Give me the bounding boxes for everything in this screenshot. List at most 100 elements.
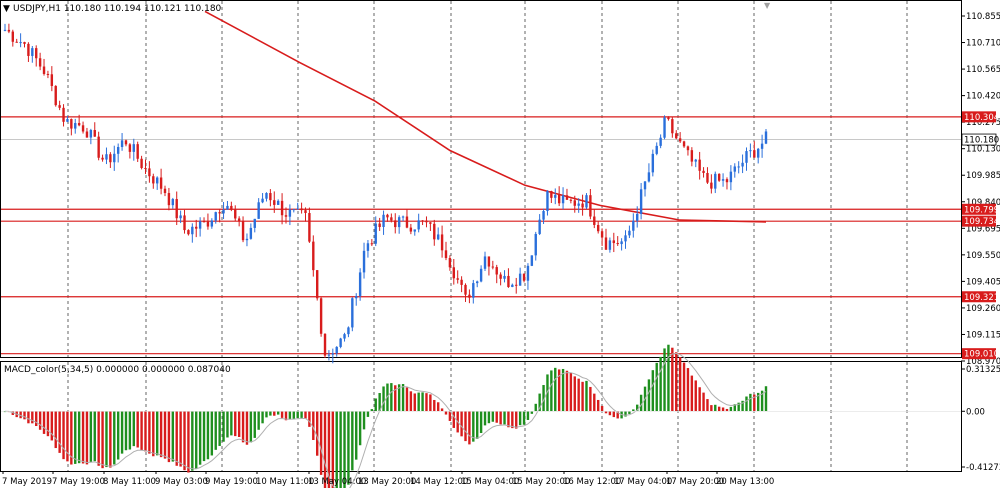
candle-body [612,240,615,244]
candle-body [491,266,495,268]
candle-body [323,333,327,356]
candle-body [690,150,694,162]
time-axis-label: 7 May 2019 [2,477,52,487]
macd-bar [632,409,635,412]
macd-bar [479,411,483,434]
price-axis-label: 108.970 [966,357,1000,367]
candle-body [585,195,588,208]
candle-body [195,226,198,229]
macd-bar [725,408,729,412]
macd-bar [374,398,377,412]
macd-bar [440,408,444,412]
time-axis-label: 15 May 20:00 [512,477,570,487]
price-axis-label: 110.130 [966,145,1000,155]
macd-bar [499,411,502,425]
candle-body [339,338,342,347]
candle-body [241,221,245,241]
macd-bar [714,404,717,412]
candle-body [308,213,311,242]
candle-body [81,125,85,132]
candle-body [101,157,104,160]
candle-body [156,177,159,184]
moving-average [204,10,767,223]
candle-body [19,42,22,44]
candle-body [401,216,405,218]
time-axis-label: 17 May 20:00 [666,477,724,487]
candle-body [167,193,171,206]
time-axis-label: 20 May 13:00 [716,477,774,487]
macd-bar [690,375,694,412]
macd-bar [316,411,319,456]
candle-body [628,230,631,236]
candle-body [15,41,18,43]
macd-bar [655,362,658,412]
candle-body [327,354,331,356]
candle-body [581,203,584,208]
macd-bar [421,392,424,412]
macd-bar [140,411,143,451]
macd-bar [737,402,740,412]
macd-bar [156,411,159,456]
macd-bar [417,392,420,412]
macd-bar [230,411,233,436]
macd-bar [312,411,315,440]
price-axis-label: 110.420 [966,92,1000,102]
macd-bar [593,393,596,412]
chart-dropdown-icon[interactable]: ▼ [3,4,10,14]
candle-body [300,208,303,211]
macd-bar [152,411,155,457]
macd-bar [335,411,338,488]
horizontal-levels[interactable] [1,116,961,355]
macd-bar [401,384,405,412]
candle-body [729,171,733,183]
macd-bar [397,384,401,412]
candle-body [319,298,323,334]
macd-bar [604,411,608,414]
candle-body [85,131,89,138]
candle-body [257,202,260,219]
macd-bar [429,394,432,412]
macd-bar [261,411,264,424]
macd-bar [210,411,214,456]
candle-body [433,223,436,240]
candle-body [448,258,452,268]
macd-bar [483,411,487,426]
candle-body [222,209,225,214]
macd-bar [159,411,163,458]
candle-body [105,154,108,160]
candle-body [530,255,534,266]
macd-bar [226,411,229,438]
macd-bar [31,411,34,424]
level-tag-label: 109.734 [964,217,999,227]
macd-bar [222,411,225,442]
macd-bar [382,386,385,412]
price-tags: 110.304 109.799 109.734 109.321 109.010 110.1… [961,111,999,360]
macd-bar [405,387,409,412]
macd-bar [237,411,241,437]
candle-body [54,85,57,106]
macd-bar [214,411,217,450]
candle-body [70,119,73,129]
macd-title: MACD_color(5,34,5) 0.000000 0.000000 0.0… [4,365,231,375]
macd-bar [93,411,96,462]
macd-bar [284,411,288,421]
macd-bar [89,411,93,462]
candle-body [31,48,34,56]
candle-body [3,29,7,31]
scroll-shift-icon[interactable]: ▼ [764,1,771,10]
macd-bar [308,411,311,427]
candle-body [749,150,752,152]
candle-body [355,296,358,299]
macd-bar [561,368,565,412]
price-axis: 110.855 110.710 110.565 110.420 110.275 110.1… [961,12,1000,367]
macd-bar [257,411,260,430]
candle-body [148,168,151,177]
candle-body [362,250,366,273]
grid-lines [67,1,908,471]
time-axis-label: 8 May 11:00 [103,477,156,487]
main-title: USDJPY,H1 110.180 110.194 110.121 110.18… [13,4,222,14]
macd-bar [487,411,491,424]
macd-bar [526,411,530,420]
candle-body [175,199,178,219]
